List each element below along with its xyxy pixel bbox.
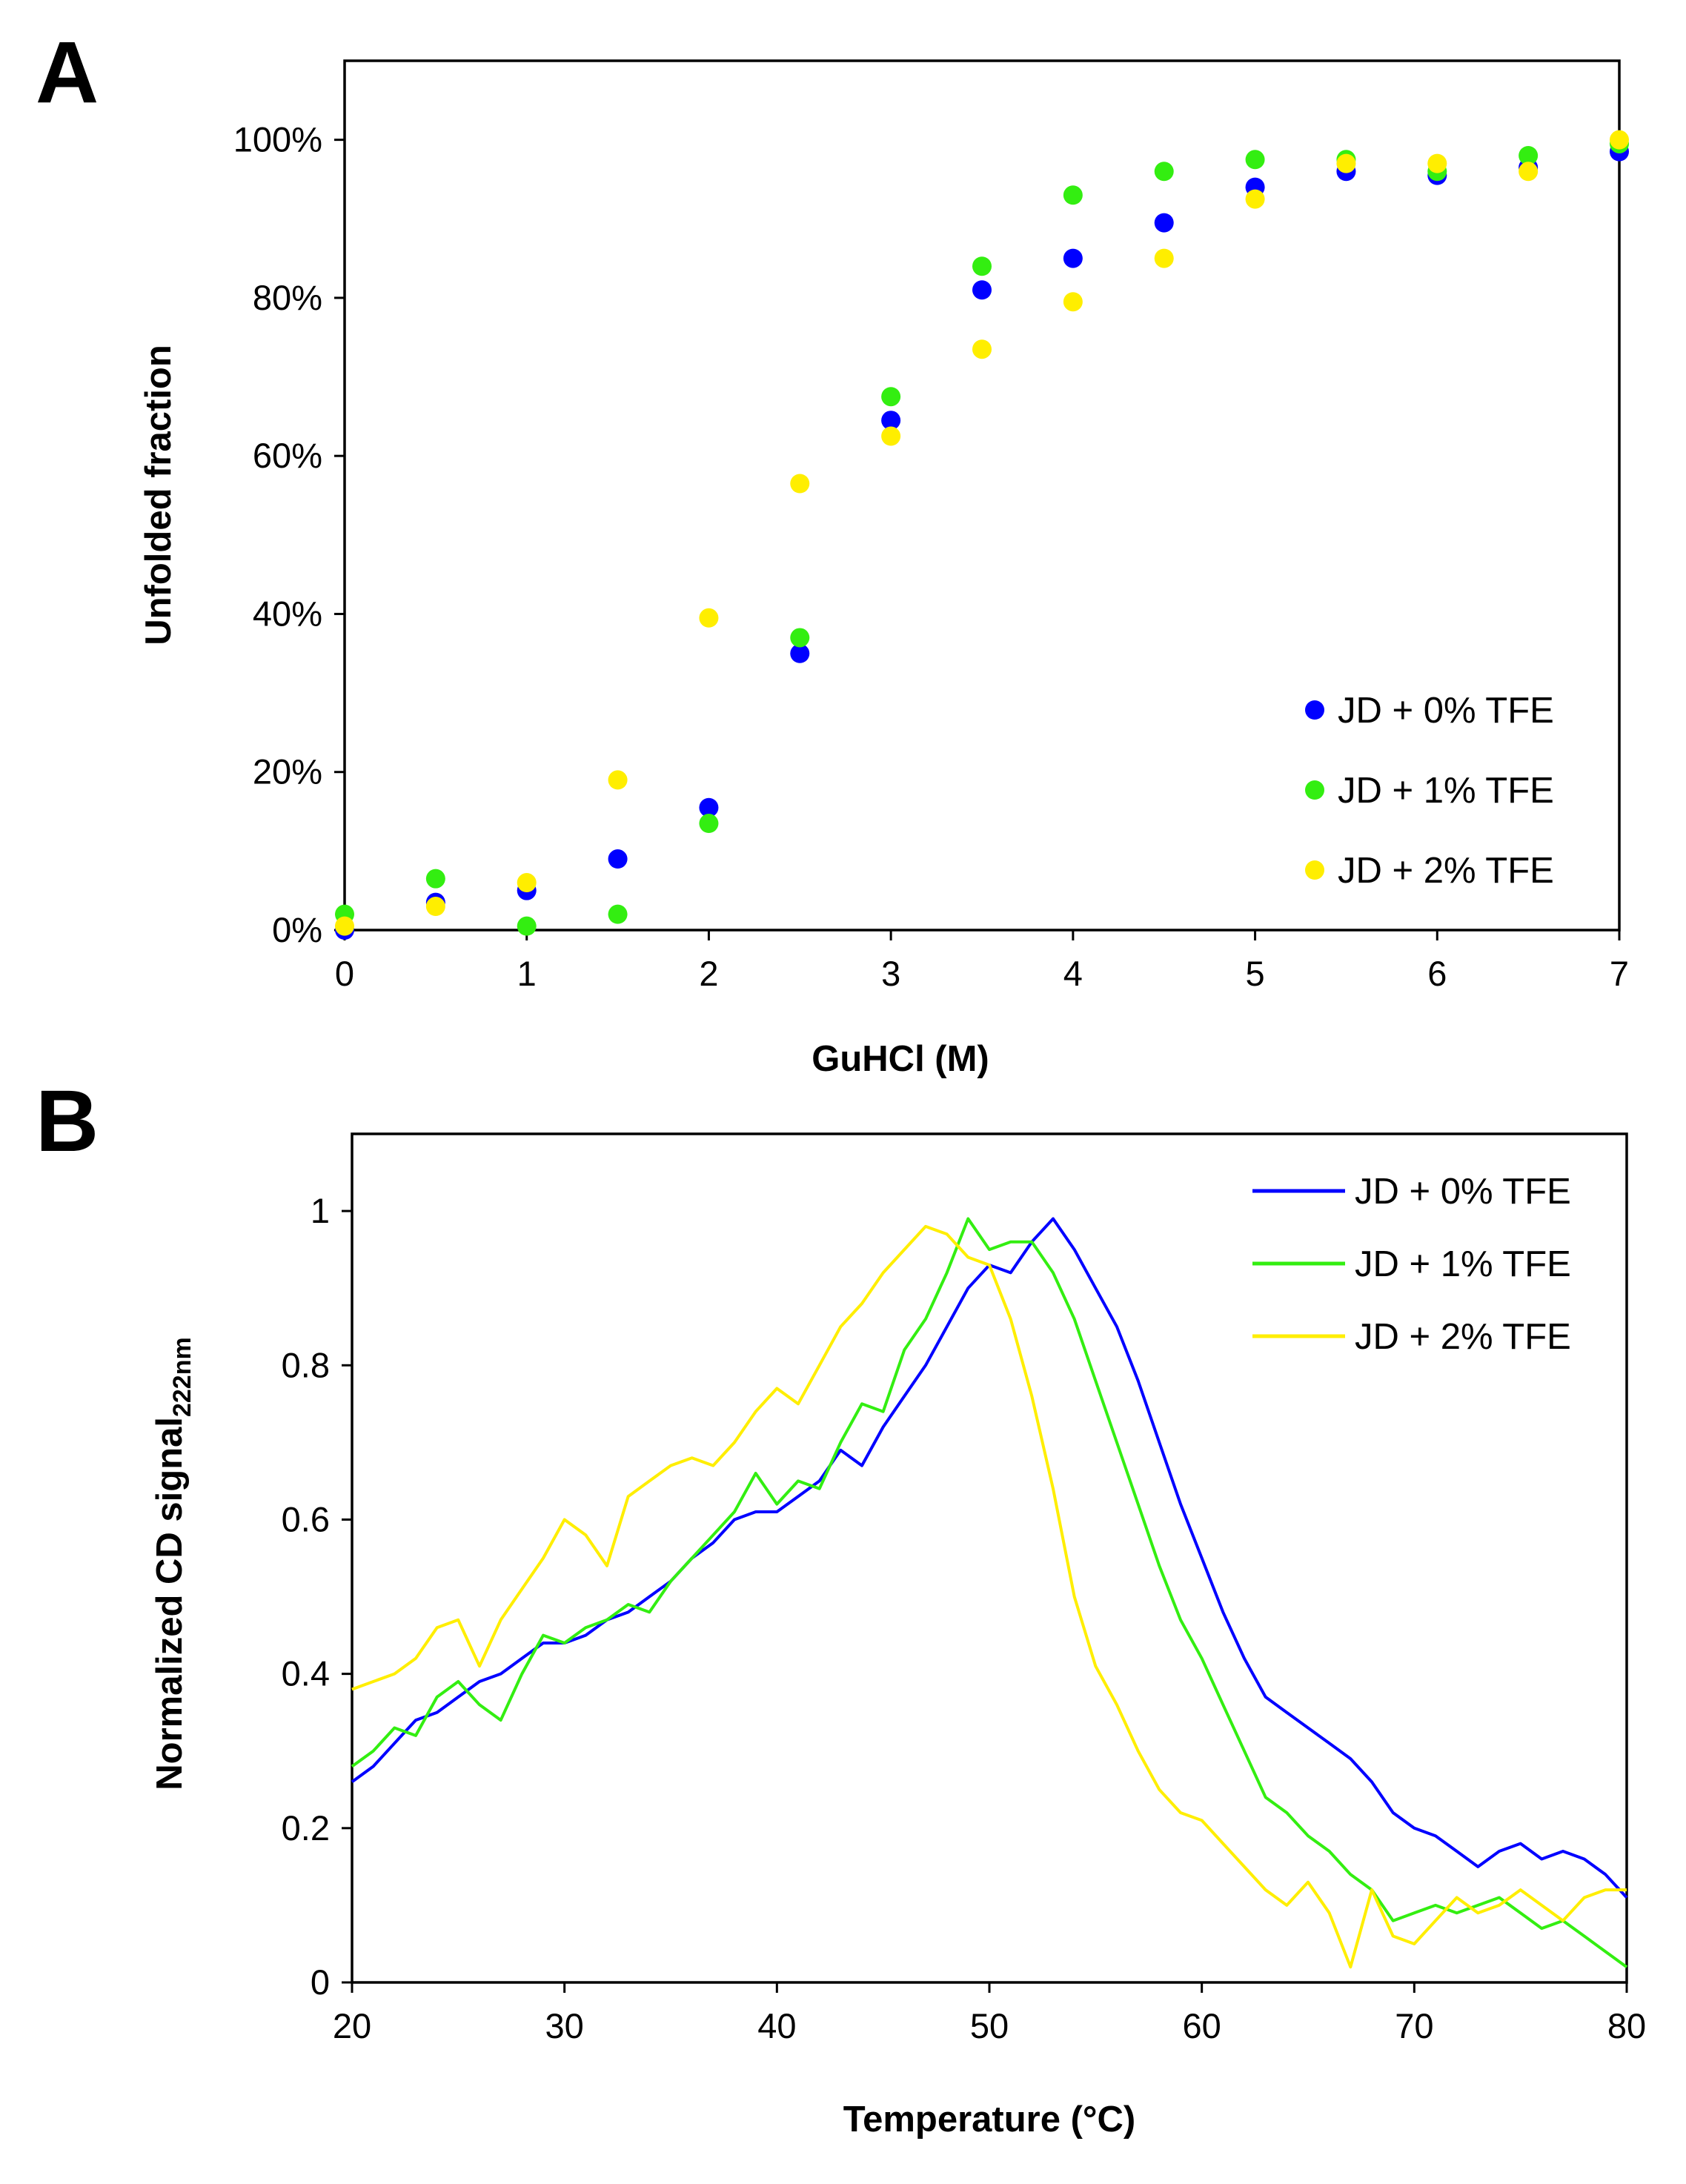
- panel-a-points: [335, 130, 1629, 940]
- x-tick-label: 20: [333, 2006, 371, 2045]
- data-point: [608, 849, 628, 869]
- legend-label: JD + 1% TFE: [1355, 1244, 1571, 1284]
- panel-b-lines: [351, 1217, 1628, 1969]
- x-tick-label: 2: [699, 954, 718, 993]
- data-point: [1154, 213, 1174, 233]
- x-tick-label: 3: [881, 954, 900, 993]
- x-tick-label: 70: [1395, 2006, 1433, 2045]
- x-tick-label: 6: [1427, 954, 1447, 993]
- data-point: [425, 869, 445, 889]
- data-point: [972, 280, 992, 300]
- data-point: [972, 339, 992, 359]
- legend-marker: [1305, 780, 1324, 800]
- x-tick-label: 1: [517, 954, 537, 993]
- series-line: [351, 1217, 1628, 1968]
- data-point: [972, 256, 992, 276]
- x-tick-label: 30: [545, 2006, 584, 2045]
- series-line: [351, 1224, 1627, 1969]
- y-tick-label: 20%: [253, 752, 322, 791]
- panel-a-legend: JD + 0% TFE JD + 1% TFE JD + 2% TFE: [1305, 691, 1554, 891]
- y-tick-label: 0%: [272, 910, 322, 949]
- legend-label: JD + 1% TFE: [1338, 771, 1554, 811]
- y-tick-label: 1: [311, 1191, 330, 1230]
- data-point: [1610, 130, 1629, 150]
- x-tick-label: 80: [1607, 2006, 1646, 2045]
- y-tick-label: 80%: [253, 278, 322, 317]
- x-tick-label: 0: [335, 954, 354, 993]
- data-point: [1063, 292, 1083, 312]
- data-point: [790, 474, 810, 494]
- data-point: [1245, 150, 1265, 170]
- data-point: [1245, 189, 1265, 209]
- legend-marker: [1305, 700, 1324, 720]
- panel-a-plot-frame: [343, 59, 1621, 932]
- x-tick-label: 4: [1063, 954, 1083, 993]
- data-point: [790, 643, 810, 663]
- data-point: [1063, 185, 1083, 205]
- data-point: [881, 387, 901, 407]
- data-point: [425, 897, 445, 917]
- panel-a-ticks: 0 1 2 3 4 5 6 7 0% 20% 40% 60% 80% 100%: [233, 120, 1629, 993]
- y-tick-label: 0.6: [282, 1499, 330, 1539]
- legend-label: JD + 2% TFE: [1338, 851, 1554, 891]
- data-point: [881, 426, 901, 446]
- data-point: [1154, 248, 1174, 268]
- x-tick-label: 60: [1183, 2006, 1221, 2045]
- y-tick-label: 100%: [233, 120, 322, 159]
- data-point: [699, 797, 719, 817]
- y-tick-label: 0.2: [282, 1808, 330, 1848]
- data-point: [1427, 153, 1447, 173]
- y-tick-label: 0.8: [282, 1345, 330, 1384]
- data-point: [881, 411, 901, 431]
- x-tick-label: 50: [970, 2006, 1009, 2045]
- x-tick-label: 5: [1246, 954, 1265, 993]
- panel-b-label: B: [36, 1072, 99, 1170]
- x-tick-label: 40: [757, 2006, 796, 2045]
- y-tick-label: 0: [311, 1962, 330, 2002]
- data-point: [699, 608, 719, 628]
- y-tick-label: 40%: [253, 594, 322, 633]
- data-point: [608, 904, 628, 924]
- data-point: [1336, 153, 1356, 173]
- data-point: [1519, 162, 1539, 182]
- panel-b-legend: JD + 0% TFE JD + 1% TFE JD + 2% TFE: [1252, 1172, 1571, 1357]
- data-point: [1154, 162, 1174, 182]
- data-point: [790, 628, 810, 648]
- data-point: [1519, 145, 1539, 165]
- panel-b-y-axis-title-subscript: 222nm: [168, 1337, 196, 1417]
- data-point: [517, 873, 537, 893]
- panel-b-y-axis-title-main: Normalized CD signal: [150, 1417, 190, 1790]
- x-tick-label: 7: [1610, 954, 1629, 993]
- legend-label: JD + 2% TFE: [1355, 1317, 1571, 1357]
- data-point: [517, 916, 537, 936]
- legend-marker: [1305, 860, 1324, 880]
- legend-label: JD + 0% TFE: [1355, 1172, 1571, 1212]
- legend-label: JD + 0% TFE: [1338, 691, 1554, 731]
- panel-a-label: A: [36, 24, 99, 122]
- data-point: [699, 814, 719, 834]
- panel-a-y-axis-title: Unfolded fraction: [139, 345, 179, 645]
- y-tick-label: 60%: [253, 436, 322, 475]
- panel-b-y-axis-title: Normalized CD signal222nm: [150, 1337, 196, 1790]
- panel-b-ticks: 20 30 40 50 60 70 80 0 0.2 0.4 0.6 0.8 1: [282, 1191, 1646, 2045]
- data-point: [335, 916, 354, 936]
- panel-a-x-axis-title: GuHCl (M): [812, 1039, 989, 1079]
- y-tick-label: 0.4: [282, 1654, 330, 1693]
- data-point: [608, 770, 628, 790]
- data-point: [1063, 248, 1083, 268]
- panel-b-x-axis-title: Temperature (°C): [843, 2100, 1135, 2140]
